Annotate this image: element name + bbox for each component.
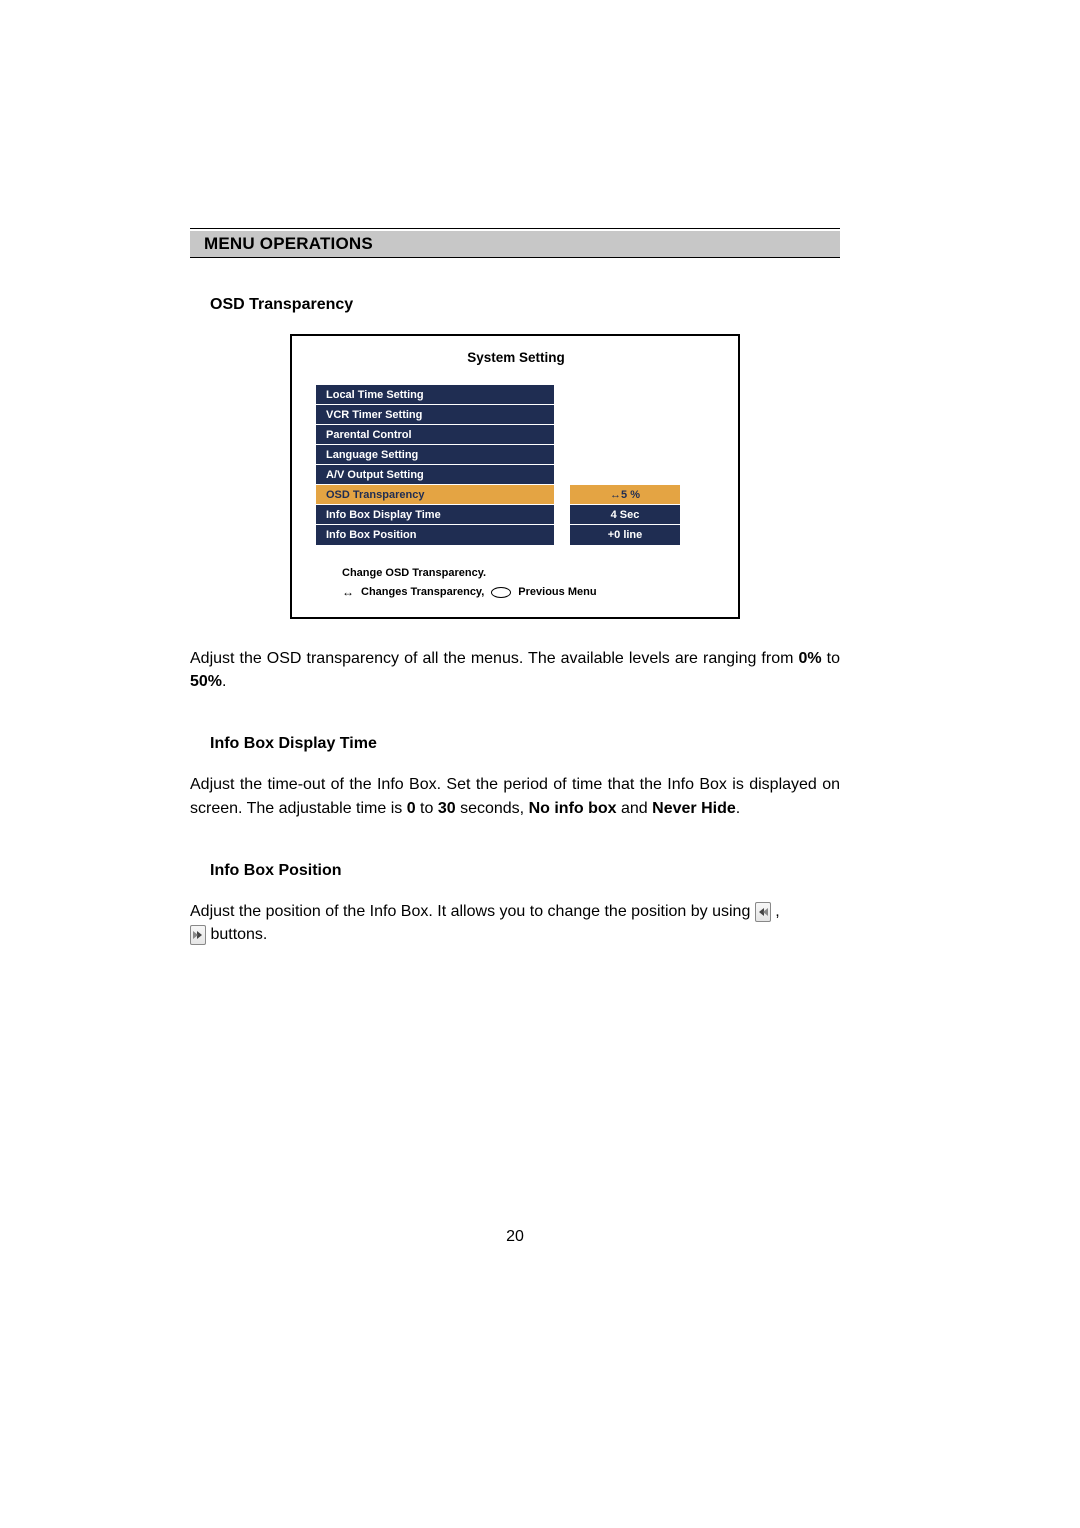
osd-menu-value-text: 4 Sec [611,509,640,521]
osd-menu-value: +0 line [570,525,680,545]
osd-hint-line-2: Changes Transparency, Previous Menu [342,585,716,599]
right-nav-button-icon [190,925,206,945]
left-right-arrows-icon [342,585,357,599]
text: to [822,650,840,667]
osd-hint-block: Change OSD Transparency. Changes Transpa… [342,567,716,599]
osd-menu-label: Info Box Position [316,525,554,545]
osd-menu-label: Language Setting [316,445,554,465]
osd-panel-title: System Setting [316,350,716,365]
osd-menu-row: A/V Output Setting [316,465,716,485]
osd-menu-value: ↔ 5 % [570,485,680,505]
text-bold: Never Hide [652,800,736,817]
subheading-infobox-time: Info Box Display Time [210,735,840,753]
osd-menu-label: A/V Output Setting [316,465,554,485]
text-bold: No info box [529,800,617,817]
osd-paragraph: Adjust the OSD transparency of all the m… [190,647,840,693]
text-bold: 50% [190,673,222,690]
page-number: 20 [190,1228,840,1246]
text: seconds, [456,800,529,817]
left-nav-button-icon [755,902,771,922]
section-header-text: MENU OPERATIONS [204,234,373,253]
osd-menu-label: Info Box Display Time [316,505,554,525]
osd-menu-label: Local Time Setting [316,385,554,405]
top-rule [190,228,840,229]
subheading-infobox-position: Info Box Position [210,862,840,880]
back-oval-icon [491,587,511,598]
osd-hint-previous-text: Previous Menu [518,586,596,598]
osd-menu-list: Local Time SettingVCR Timer SettingParen… [316,385,716,545]
osd-menu-row: Local Time Setting [316,385,716,405]
left-right-arrows-icon: ↔ [610,489,621,501]
osd-hint-line-1: Change OSD Transparency. [342,567,716,579]
text: to [416,800,438,817]
osd-menu-value-text: +0 line [608,529,643,541]
osd-menu-row: OSD Transparency ↔ 5 % [316,485,716,505]
text: Adjust the OSD transparency of all the m… [190,650,798,667]
text: , [771,903,780,920]
text-bold: 0 [407,800,416,817]
osd-menu-row: Info Box Position +0 line [316,525,716,545]
osd-menu-label: VCR Timer Setting [316,405,554,425]
infobox-position-paragraph: Adjust the position of the Info Box. It … [190,900,840,946]
page-content: MENU OPERATIONS OSD Transparency System … [190,228,840,946]
osd-hint-text-1: Change OSD Transparency. [342,567,486,579]
infobox-time-paragraph: Adjust the time-out of the Info Box. Set… [190,773,840,819]
osd-menu-row: Language Setting [316,445,716,465]
osd-menu-label: OSD Transparency [316,485,554,505]
osd-screenshot-panel: System Setting Local Time SettingVCR Tim… [290,334,740,619]
text-bold: 0% [798,650,821,667]
osd-menu-value: 4 Sec [570,505,680,525]
osd-menu-row: VCR Timer Setting [316,405,716,425]
text: Adjust the position of the Info Box. It … [190,903,755,920]
osd-menu-row: Info Box Display Time 4 Sec [316,505,716,525]
osd-menu-label: Parental Control [316,425,554,445]
osd-hint-changes-text: Changes Transparency, [361,586,484,598]
section-header-bar: MENU OPERATIONS [190,231,840,258]
osd-menu-row: Parental Control [316,425,716,445]
osd-inner: System Setting Local Time SettingVCR Tim… [292,336,738,617]
text-bold: 30 [438,800,456,817]
text: buttons. [206,926,267,943]
text: and [617,800,653,817]
text: . [736,800,740,817]
text: . [222,673,226,690]
subheading-osd-transparency: OSD Transparency [210,296,840,314]
osd-menu-value-text: 5 % [621,489,640,501]
